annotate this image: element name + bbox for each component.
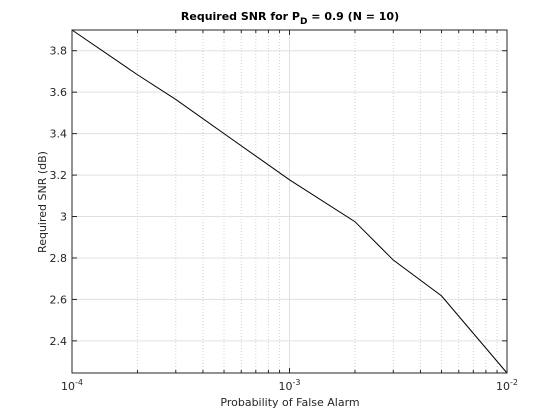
x-tick-label: 10-4 bbox=[61, 378, 83, 393]
y-tick-label: 3.8 bbox=[50, 45, 68, 58]
x-tick-base: 10 bbox=[279, 380, 293, 393]
x-tick-exponent: -2 bbox=[510, 378, 518, 387]
y-tick-label: 2.6 bbox=[50, 293, 68, 306]
line bbox=[71, 29, 508, 374]
y-axis-label: Required SNR (dB) bbox=[36, 151, 49, 253]
y-tick-label: 3 bbox=[60, 211, 67, 224]
x-tick-exponent: -4 bbox=[75, 378, 83, 387]
title-part: Required SNR for P bbox=[181, 10, 300, 23]
y-tick-label: 2.8 bbox=[50, 252, 68, 265]
chart-title: Required SNR for PD = 0.9 (N = 10) bbox=[181, 10, 399, 27]
x-tick-base: 10 bbox=[496, 380, 510, 393]
x-tick-base: 10 bbox=[61, 380, 75, 393]
title-part: = 0.9 (N = 10) bbox=[307, 10, 399, 23]
axes-box bbox=[71, 29, 508, 374]
y-tick-label: 2.4 bbox=[50, 335, 68, 348]
title-subscript: D bbox=[300, 17, 307, 27]
x-tick-label: 10-3 bbox=[279, 378, 301, 393]
x-tick-exponent: -3 bbox=[293, 378, 301, 387]
y-tick-label: 3.2 bbox=[50, 169, 68, 182]
y-tick-label: 3.6 bbox=[50, 86, 68, 99]
x-tick-label: 10-2 bbox=[496, 378, 518, 393]
x-axis-label: Probability of False Alarm bbox=[220, 396, 359, 409]
y-tick-label: 3.4 bbox=[50, 128, 68, 141]
